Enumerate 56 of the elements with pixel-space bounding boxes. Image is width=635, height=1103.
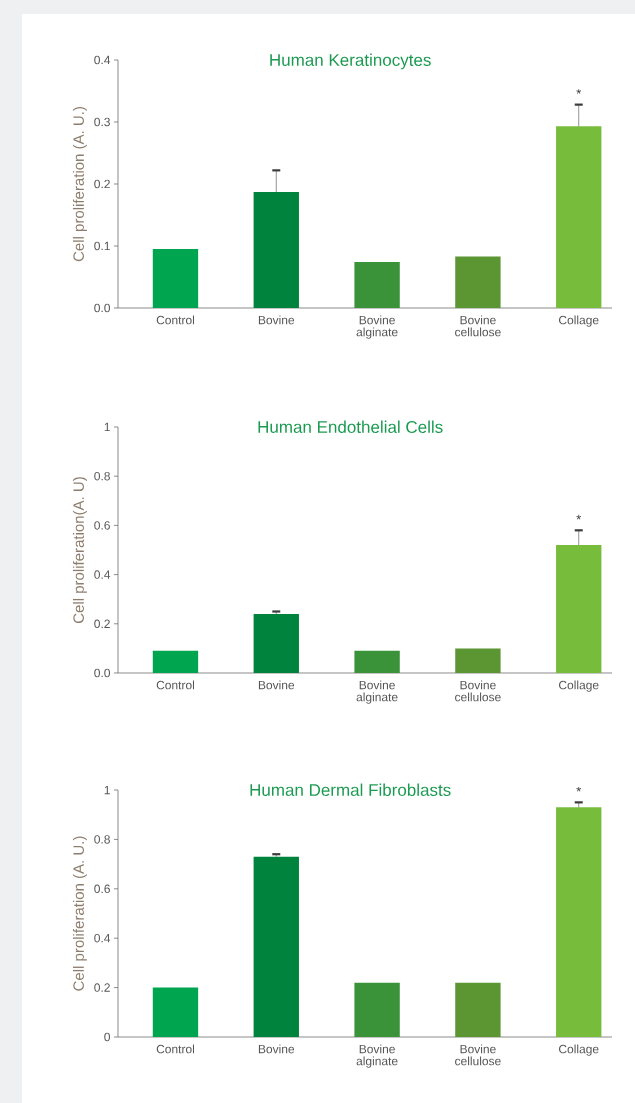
chart-title: Human Endothelial Cells — [258, 420, 443, 434]
y-tick-label: 1 — [104, 422, 110, 432]
bar — [354, 982, 400, 1037]
y-tick-label: 0.0 — [94, 303, 110, 313]
y-tick-label: 0.2 — [94, 619, 110, 629]
bar — [152, 987, 199, 1037]
x-tick-label: Bovine cellulose — [455, 315, 501, 337]
annotation: * — [576, 514, 582, 520]
x-tick-label: Collage — [558, 1044, 599, 1056]
bar — [354, 262, 400, 308]
annotation: * — [576, 786, 582, 792]
y-axis-title: Cell proliferation(A. U) — [72, 477, 87, 623]
y-tick-label: 1 — [104, 785, 110, 795]
y-tick-label: 0.4 — [94, 570, 111, 579]
y-axis-title: Cell proliferation (A. U.) — [72, 107, 87, 262]
bar — [152, 249, 199, 308]
x-tick-label: Bovine alginate — [356, 315, 398, 339]
bar — [455, 982, 501, 1037]
chart-title: Human Dermal Fibroblasts — [250, 783, 451, 797]
y-tick-label: 0.0 — [94, 668, 110, 678]
x-tick-label: Collage — [558, 680, 599, 692]
y-tick-label: 0.1 — [94, 241, 110, 251]
x-tick-label: Bovine — [258, 680, 295, 690]
x-tick-label: Control — [156, 680, 194, 690]
y-tick-label: 0.6 — [94, 521, 110, 530]
bar — [455, 648, 501, 673]
chart-title: Human Keratinocytes — [270, 53, 431, 70]
bar — [556, 126, 602, 308]
bar — [253, 613, 299, 673]
bar — [455, 256, 501, 308]
y-tick-label: 0.2 — [94, 983, 110, 992]
x-tick-label: Bovine cellulose — [455, 680, 501, 702]
x-tick-label: Bovine — [258, 315, 295, 325]
bar — [556, 545, 602, 673]
x-tick-label: Bovine — [258, 1044, 295, 1054]
x-tick-label: Bovine alginate — [356, 680, 398, 704]
x-tick-label: Bovine cellulose — [455, 1044, 501, 1066]
y-axis-title: Cell proliferation (A. U.) — [72, 836, 87, 991]
y-tick-label: 0.8 — [94, 471, 110, 481]
y-tick-label: 0.4 — [94, 933, 111, 943]
x-tick-label: Control — [156, 1044, 194, 1054]
bar — [253, 856, 299, 1037]
annotation: * — [576, 89, 582, 94]
x-tick-label: Control — [156, 315, 194, 325]
x-tick-label: Bovine alginate — [356, 1044, 398, 1068]
y-tick-label: 0.4 — [94, 55, 111, 65]
x-tick-label: Collage — [558, 315, 599, 327]
bar — [152, 650, 199, 673]
y-tick-label: 0.8 — [94, 835, 110, 844]
bar — [354, 650, 400, 673]
bar — [556, 807, 602, 1037]
bar — [253, 192, 299, 308]
y-tick-label: 0.2 — [94, 179, 110, 189]
y-tick-label: 0.6 — [94, 884, 110, 894]
y-tick-label: 0.3 — [94, 117, 110, 127]
y-tick-label: 0 — [104, 1032, 110, 1042]
